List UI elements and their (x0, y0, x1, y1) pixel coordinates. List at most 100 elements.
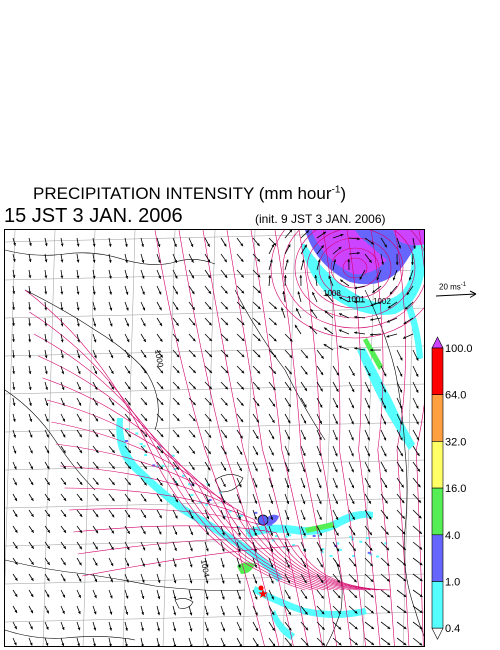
wind-arrowhead (404, 306, 408, 310)
wind-arrowhead (402, 531, 406, 535)
wind-arrowhead (77, 643, 81, 646)
wind-arrowhead (78, 402, 82, 406)
wind-arrowhead (127, 370, 131, 374)
precip-speckle (236, 525, 240, 528)
isobar-ring (270, 230, 424, 339)
chart-title: PRECIPITATION INTENSITY (mm hour-1) (33, 184, 346, 204)
wind-arrowhead (191, 499, 194, 503)
wind-arrowhead (408, 277, 412, 281)
wind-arrowhead (323, 231, 327, 235)
wind-arrowhead (141, 595, 145, 599)
isobar (42, 377, 332, 591)
wind-arrowhead (206, 499, 210, 503)
wind-arrowhead (303, 580, 307, 584)
wind-arrowhead (238, 484, 242, 488)
precip-speckle (255, 523, 259, 526)
wind-arrowhead (126, 579, 129, 583)
wind-arrowhead (389, 291, 393, 295)
wind-arrowhead (418, 531, 422, 534)
wind-arrowhead (270, 580, 274, 584)
wind-arrowhead (157, 596, 161, 600)
wind-arrowhead (367, 405, 370, 409)
wind-arrowhead (305, 642, 309, 646)
wind-arrowhead (354, 347, 358, 350)
wind-arrowhead (415, 357, 419, 361)
wind-arrowhead (176, 418, 180, 422)
wind-arrowhead (303, 564, 307, 568)
wind-arrowhead (46, 450, 50, 454)
wind-arrowhead (254, 548, 257, 552)
wind-arrowhead (94, 562, 98, 566)
lat-lon-grid (5, 230, 424, 646)
precip-speckle (228, 510, 232, 513)
wind-arrowhead (176, 370, 180, 374)
wind-arrowhead (357, 251, 360, 255)
wind-arrowhead (399, 389, 403, 393)
wind-arrowhead (125, 627, 128, 631)
wind-arrowhead (209, 386, 212, 390)
wind-arrowhead (289, 643, 292, 646)
wind-arrowhead (174, 275, 178, 279)
wind-arrowhead (385, 531, 389, 535)
wind-arrowhead (125, 291, 129, 295)
wind-arrowhead (47, 497, 50, 501)
wind-arrowhead (111, 434, 115, 438)
wind-arrowhead (288, 627, 292, 631)
precip-speckle (359, 540, 363, 543)
wind-arrowhead (205, 628, 209, 632)
wind-arrowhead (209, 354, 212, 358)
precip-speckle (329, 554, 333, 557)
wind-arrowhead (402, 547, 406, 550)
wind-arrowhead (14, 482, 17, 486)
wind-arrowhead (338, 642, 342, 646)
wind-arrowhead (257, 354, 261, 358)
wind-arrowhead (223, 484, 226, 488)
wind-arrowhead (354, 610, 358, 614)
wind-arrowhead (207, 467, 211, 471)
wind-arrowhead (12, 323, 15, 327)
wind-arrowhead (354, 286, 358, 290)
wind-arrowhead (12, 291, 16, 294)
wind-arrowhead (273, 242, 277, 246)
wind-arrowhead (383, 437, 387, 441)
wind-arrowhead (223, 243, 227, 247)
wind-arrowhead (110, 563, 114, 567)
wind-arrowhead (337, 610, 341, 614)
precip-speckle (339, 548, 343, 551)
wind-arrowhead (336, 548, 339, 552)
wind-arrowhead (287, 580, 290, 584)
precip-speckle (301, 529, 305, 532)
wind-arrowhead (189, 564, 193, 568)
wind-arrowhead (79, 434, 82, 438)
wind-arrowhead (159, 515, 162, 519)
wind-arrowhead (46, 594, 50, 598)
wind-arrowhead (44, 275, 48, 279)
wind-arrowhead (208, 338, 212, 342)
wind-arrowhead (79, 530, 83, 534)
wind-arrowhead (367, 389, 371, 393)
wind-arrowhead (144, 386, 147, 390)
wind-arrowhead (321, 595, 324, 599)
wind-arrowhead (125, 595, 129, 599)
wind-arrowhead (94, 370, 97, 374)
wind-arrowhead (222, 532, 225, 536)
wind-arrowhead (254, 532, 257, 536)
wind-arrowhead (225, 354, 229, 358)
wind-arrowhead (386, 334, 390, 338)
wind-arrowhead (289, 230, 293, 233)
wind-arrowhead (208, 402, 212, 406)
wind-arrowhead (401, 484, 404, 488)
wind-arrowhead (386, 547, 390, 551)
wind-arrowhead (354, 300, 357, 304)
wind-arrowhead (125, 611, 129, 615)
wind-arrowhead (370, 303, 374, 307)
wind-arrowhead (79, 497, 83, 501)
wind-arrowhead (45, 402, 49, 406)
wind-arrowhead (14, 593, 18, 597)
init-time: (init. 9 JST 3 JAN. 2006) (255, 212, 386, 226)
precip-area (403, 298, 423, 360)
wind-arrowhead (376, 277, 380, 281)
wind-arrowhead (111, 418, 115, 422)
wind-arrowhead (395, 262, 399, 265)
precip-speckle (208, 499, 212, 502)
